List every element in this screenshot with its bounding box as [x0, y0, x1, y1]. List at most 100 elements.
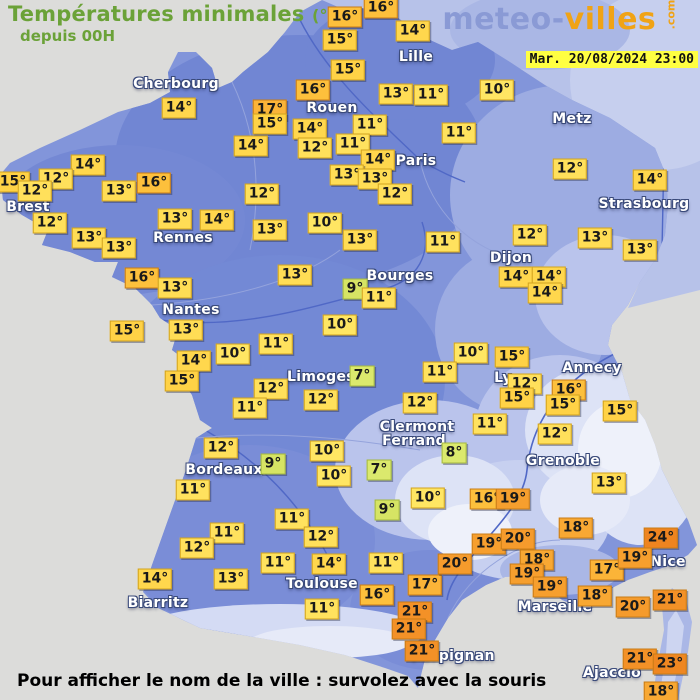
temp-badge[interactable]: 12° [552, 158, 588, 180]
temp-badge[interactable]: 12° [377, 183, 413, 205]
temp-badge[interactable]: 20° [615, 596, 651, 618]
temp-badge[interactable]: 14° [199, 209, 235, 231]
temp-badge[interactable]: 15° [322, 29, 358, 51]
temp-badge[interactable]: 21° [404, 640, 440, 662]
temp-badge[interactable]: 12° [32, 212, 68, 234]
temp-badge[interactable]: 19° [471, 533, 507, 555]
temp-badge[interactable]: 13° [378, 83, 414, 105]
temp-badge[interactable]: 13° [277, 264, 313, 286]
temp-badge[interactable]: 14° [137, 568, 173, 590]
meteo-villes-logo[interactable]: meteo-villes .com [442, 0, 686, 37]
temp-badge[interactable]: 15° [499, 387, 535, 409]
temp-badge[interactable]: 14° [311, 553, 347, 575]
temp-badge[interactable]: 12° [179, 537, 215, 559]
temp-badge[interactable]: 21° [397, 601, 433, 623]
temp-badge[interactable]: 19° [495, 488, 531, 510]
temp-badge[interactable]: 12° [402, 392, 438, 414]
temp-badge[interactable]: 13° [252, 219, 288, 241]
temp-badge[interactable]: 16° [295, 79, 331, 101]
temp-badge[interactable]: 10° [322, 314, 358, 336]
temp-badge[interactable]: 15° [164, 370, 200, 392]
temp-badge[interactable]: 15° [109, 320, 145, 342]
temp-badge[interactable]: 11° [274, 508, 310, 530]
temp-badge[interactable]: 12° [303, 526, 339, 548]
temp-badge[interactable]: 14° [161, 97, 197, 119]
temp-badge[interactable]: 18° [643, 681, 679, 700]
temp-badge[interactable]: 11° [368, 552, 404, 574]
temp-badge[interactable]: 12° [512, 224, 548, 246]
temp-badge[interactable]: 18° [558, 517, 594, 539]
temp-badge[interactable]: 13° [101, 180, 137, 202]
temp-badge[interactable]: 7° [366, 459, 392, 481]
temp-badge[interactable]: 11° [175, 479, 211, 501]
temp-badge[interactable]: 15° [252, 113, 288, 135]
temp-badge[interactable]: 13° [622, 239, 658, 261]
temp-badge[interactable]: 9° [374, 499, 400, 521]
temp-badge[interactable]: 12° [253, 378, 289, 400]
temp-badge[interactable]: 9° [260, 453, 286, 475]
temp-badge[interactable]: 14° [395, 20, 431, 42]
temp-badge[interactable]: 11° [232, 397, 268, 419]
temp-badge[interactable]: 8° [441, 442, 467, 464]
temp-badge[interactable]: 14° [498, 266, 534, 288]
temp-badge[interactable]: 13° [591, 472, 627, 494]
temp-badge[interactable]: 10° [309, 440, 345, 462]
temp-badge[interactable]: 13° [101, 237, 137, 259]
temp-badge[interactable]: 13° [157, 277, 193, 299]
temp-badge[interactable]: 16° [327, 6, 363, 28]
temp-badge[interactable]: 24° [643, 527, 679, 549]
temp-badge[interactable]: 16° [469, 488, 505, 510]
temp-badge[interactable]: 11° [258, 333, 294, 355]
temp-badge[interactable]: 15° [330, 59, 366, 81]
temp-badge[interactable]: 20° [500, 528, 536, 550]
temp-badge[interactable]: 11° [361, 287, 397, 309]
temp-badge[interactable]: 13° [71, 227, 107, 249]
temp-badge[interactable]: 10° [215, 343, 251, 365]
temp-badge[interactable]: 10° [410, 487, 446, 509]
temp-badge[interactable]: 19° [532, 576, 568, 598]
temp-badge[interactable]: 21° [391, 618, 427, 640]
temp-badge[interactable]: 13° [213, 568, 249, 590]
temp-badge[interactable]: 10° [479, 79, 515, 101]
temp-badge[interactable]: 11° [352, 114, 388, 136]
temp-badge[interactable]: 17° [407, 574, 443, 596]
temp-badge[interactable]: 23° [652, 653, 688, 675]
temp-badge[interactable]: 11° [472, 413, 508, 435]
temp-badge[interactable]: 12° [297, 137, 333, 159]
temp-badge[interactable]: 16° [363, 0, 399, 19]
temp-badge[interactable]: 21° [652, 589, 688, 611]
temp-badge[interactable]: 10° [307, 212, 343, 234]
temp-badge[interactable]: 12° [303, 389, 339, 411]
temp-badge[interactable]: 16° [136, 172, 172, 194]
temp-badge[interactable]: 11° [422, 361, 458, 383]
temp-badge[interactable]: 10° [316, 465, 352, 487]
temp-badge[interactable]: 14° [292, 118, 328, 140]
temp-badge[interactable]: 12° [244, 183, 280, 205]
temp-badge[interactable]: 17° [589, 559, 625, 581]
temp-badge[interactable]: 12° [537, 423, 573, 445]
temp-badge[interactable]: 15° [545, 394, 581, 416]
temp-badge[interactable]: 10° [453, 342, 489, 364]
temp-badge[interactable]: 20° [437, 553, 473, 575]
temp-badge[interactable]: 7° [349, 365, 375, 387]
temp-badge[interactable]: 11° [260, 552, 296, 574]
temp-badge[interactable]: 13° [157, 208, 193, 230]
temp-badge[interactable]: 13° [168, 319, 204, 341]
temp-badge[interactable]: 14° [233, 135, 269, 157]
temp-badge[interactable]: 14° [176, 350, 212, 372]
temp-badge[interactable]: 13° [329, 164, 365, 186]
temp-badge[interactable]: 14° [632, 169, 668, 191]
temp-badge[interactable]: 13° [577, 227, 613, 249]
temp-badge[interactable]: 12° [203, 437, 239, 459]
temp-badge[interactable]: 18° [577, 585, 613, 607]
temp-badge[interactable]: 14° [531, 266, 567, 288]
temp-badge[interactable]: 11° [413, 84, 449, 106]
temp-badge[interactable]: 14° [527, 282, 563, 304]
temp-badge[interactable]: 15° [494, 346, 530, 368]
temp-badge[interactable]: 16° [359, 584, 395, 606]
temp-badge[interactable]: 12° [17, 180, 53, 202]
temp-badge[interactable]: 19° [617, 547, 653, 569]
temp-badge[interactable]: 11° [441, 122, 477, 144]
temp-badge[interactable]: 14° [360, 149, 396, 171]
temp-badge[interactable]: 11° [304, 598, 340, 620]
